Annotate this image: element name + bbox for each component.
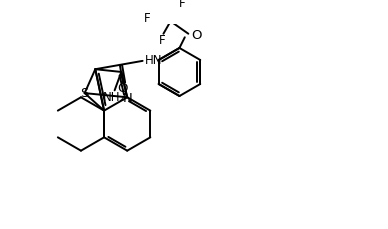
- Text: O: O: [191, 29, 201, 42]
- Text: NH₂: NH₂: [102, 91, 125, 104]
- Text: HN: HN: [144, 54, 162, 67]
- Text: N: N: [122, 91, 132, 104]
- Text: O: O: [118, 82, 128, 95]
- Text: F: F: [159, 33, 166, 46]
- Text: F: F: [144, 12, 151, 25]
- Text: F: F: [179, 0, 185, 10]
- Text: S: S: [80, 86, 89, 99]
